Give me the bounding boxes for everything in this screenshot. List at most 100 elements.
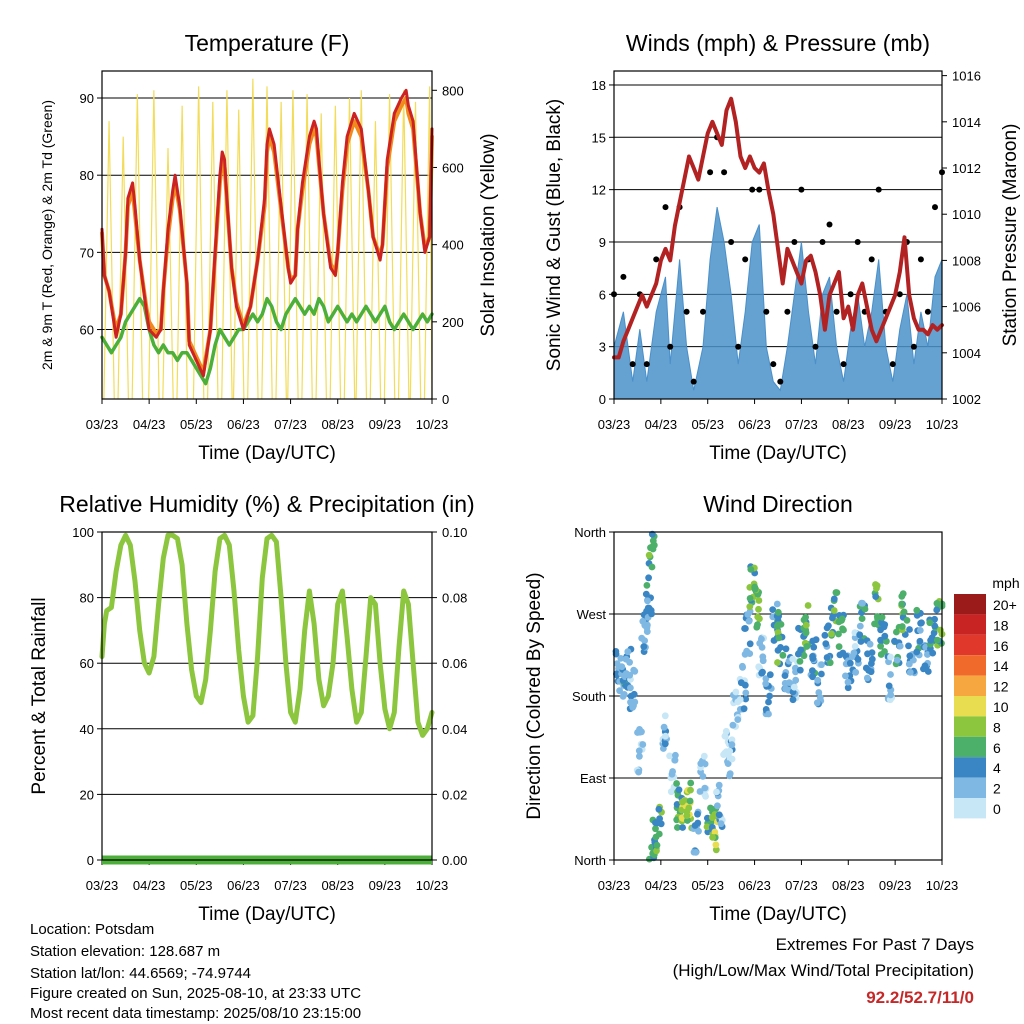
wind-direction-point (887, 671, 894, 678)
solar-insolation-trace (176, 105, 188, 400)
wind-direction-point (674, 824, 681, 831)
wind-direction-point (830, 595, 838, 603)
wind-direction-point (627, 684, 634, 692)
x-tick-label: 03/23 (598, 878, 631, 893)
wind-direction-point (645, 551, 653, 559)
wind-direction-point (740, 705, 748, 713)
wind-direction-point (699, 773, 707, 780)
wind-direction-point (715, 781, 723, 789)
panel-4: North East South West North 03/23 04/23 05/23 06… (524, 491, 958, 925)
right-tick-label: 1016 (952, 69, 981, 84)
wind-direction-point (626, 671, 634, 679)
y-tick-label: 12 (592, 183, 606, 198)
legend-swatch (954, 798, 986, 819)
dewpoint-line (100, 296, 434, 386)
wind-direction-point (905, 642, 912, 650)
x-tick-label: 04/23 (133, 878, 166, 893)
wind-direction-point (779, 651, 787, 659)
wind-direction-point (765, 698, 772, 706)
wind-direction-point (916, 637, 924, 645)
x-tick-label: 08/23 (832, 878, 865, 893)
wind-direction-point (809, 667, 816, 674)
wind-direction-point (864, 650, 871, 658)
wind-direction-point (697, 760, 705, 767)
wind-direction-point (898, 623, 906, 630)
gust-point (798, 186, 805, 193)
wind-direction-point (661, 712, 669, 720)
x-tick-label: 09/23 (879, 878, 912, 893)
wind-direction-point (861, 605, 869, 613)
wind-direction-point (653, 841, 661, 849)
x-tick-label: 10/23 (416, 878, 449, 893)
wind-direction-point (729, 721, 737, 729)
wind-direction-point (762, 675, 770, 682)
wind-direction-point (933, 636, 941, 644)
gust-point (875, 186, 882, 193)
wind-direction-point (736, 696, 744, 703)
wind-direction-point (756, 615, 763, 623)
right-axis-label: Solar Insolation (Yellow) (478, 133, 499, 336)
gust-point (749, 186, 756, 193)
y-tick-label: 0 (87, 853, 94, 868)
solar-insolation-trace (192, 86, 205, 400)
panel-3: 0 20 40 60 80 100 0.00 0.02 0.04 0.06 0.08 0.10 03/2… (29, 491, 475, 925)
wind-direction-point (891, 637, 898, 645)
wind-direction-point (728, 741, 736, 749)
wind-direction-point (802, 621, 810, 629)
wind-direction-point (857, 638, 865, 645)
legend-swatch (954, 777, 986, 798)
station-elevation-text: Station elevation: 128.687 m (30, 943, 221, 960)
wind-direction-point (826, 659, 834, 667)
wind-direction-point (724, 760, 732, 767)
gust-point (924, 308, 931, 315)
plot-frame (101, 70, 433, 400)
solar-insolation-trace (275, 101, 287, 400)
y-tick-label: 3 (599, 340, 606, 355)
wind-direction-point (867, 668, 875, 676)
solar-insolation-trace (329, 105, 342, 400)
wind-direction-point (765, 710, 772, 718)
wind-direction-point (802, 629, 810, 637)
solar-insolation-trace (261, 86, 273, 400)
chart-title: Winds (mph) & Pressure (mb) (626, 30, 930, 56)
y-tick-label: 20 (80, 787, 94, 802)
wind-direction-point (790, 683, 798, 691)
gust-point (700, 308, 706, 315)
wind-direction-point (769, 606, 777, 613)
legend-label: 12 (993, 679, 1009, 695)
right-tick-label: 0.10 (442, 525, 467, 540)
wind-direction-point (639, 617, 647, 625)
wind-direction-point (815, 689, 823, 696)
gust-point (812, 343, 819, 350)
solar-insolation-trace (148, 90, 160, 400)
gust-point (690, 378, 697, 385)
wind-direction-point (758, 635, 765, 643)
wind-direction-point (877, 642, 884, 650)
solar-insolation-trace (207, 101, 219, 400)
solar-insolation-trace (162, 148, 174, 400)
y-tick-label: 40 (80, 722, 94, 737)
wind-direction-point (714, 802, 721, 810)
wind-direction-point (898, 592, 906, 600)
x-tick-label: 08/23 (321, 417, 354, 432)
wind-direction-point (830, 607, 838, 614)
solar-insolation-trace (301, 94, 313, 400)
right-tick-label: 1006 (952, 300, 981, 315)
wind-direction-point (645, 574, 652, 582)
gust-point (847, 291, 854, 298)
wind-direction-point (782, 645, 790, 653)
gust-point (833, 308, 840, 315)
wind-direction-point (751, 585, 759, 593)
right-tick-label: 1002 (952, 392, 981, 407)
wind-direction-point (823, 654, 831, 661)
wind-direction-point (694, 810, 701, 818)
plot-frame (613, 70, 943, 400)
wind-direction-point (840, 626, 847, 634)
y-tick-label: 6 (599, 287, 606, 302)
wind-direction-point (859, 599, 866, 607)
wind-direction-point (648, 610, 655, 618)
x-tick-label: 08/23 (321, 878, 354, 893)
wind-direction-point (660, 723, 668, 731)
right-tick-label: 800 (442, 83, 464, 98)
wind-direction-point (645, 604, 653, 612)
